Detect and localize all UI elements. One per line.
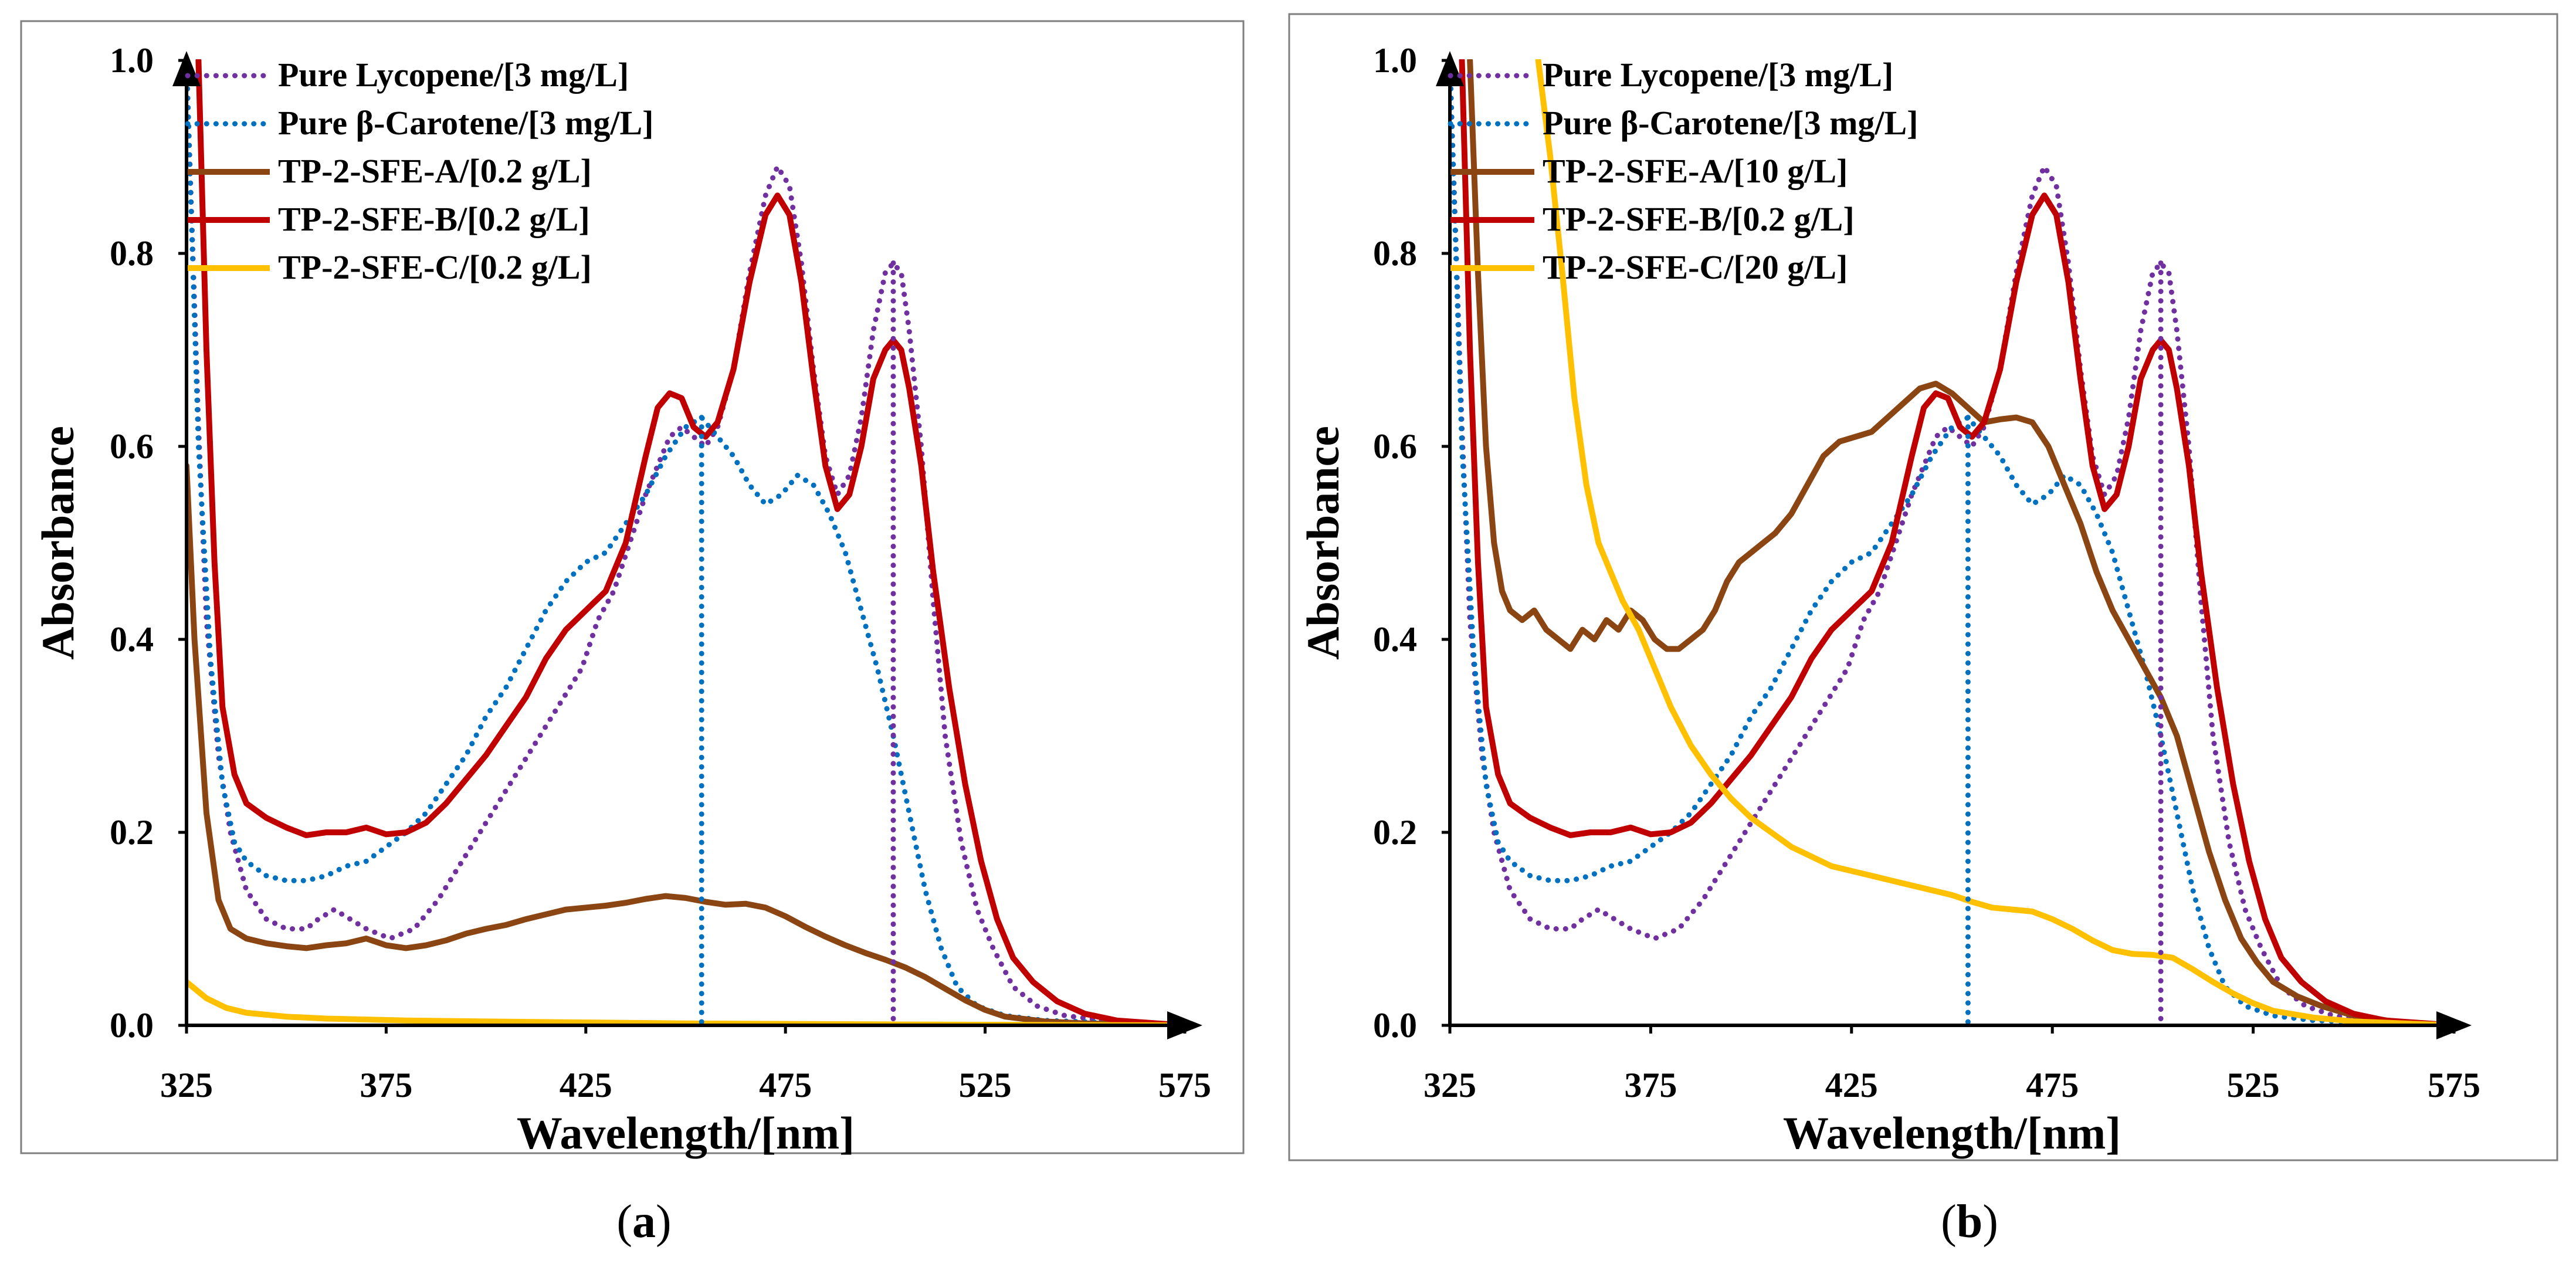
series-line-sfeC [1535,59,2455,1025]
series-line-sfeA [187,462,1186,1025]
chart-frame [20,20,1245,1154]
y-axis-arrow [1436,51,1464,86]
legend: Pure Lycopene/[3 mg/L] Pure β-Carotene/[3… [185,56,654,286]
legend-label-sfeC: TP-2-SFE-C/[0.2 g/L] [278,248,592,286]
y-tick-label: 0.0 [110,1006,154,1045]
chart-b-svg: 325 375 425 475 525 575 0.0 0.2 0.4 0.6 0.8 1.0 Wave… [1288,13,2558,1161]
series-line-sfeC [187,979,1186,1025]
legend: Pure Lycopene/[3 mg/L] Pure β-Carotene/[3… [1448,56,1919,286]
y-tick-label: 1.0 [110,41,154,80]
chart-panel-a: 325 375 425 475 525 575 0.0 0.2 0.4 0.6 0.8 1.0 Wave… [20,20,1245,1248]
y-tick-label: 0.8 [110,234,154,273]
x-axis-title: Wavelength/[nm] [517,1107,855,1158]
chart-panel-b: 325 375 425 475 525 575 0.0 0.2 0.4 0.6 0.8 1.0 Wave… [1288,0,2576,1267]
legend-label-sfeB: TP-2-SFE-B/[0.2 g/L] [278,200,590,238]
x-tick-label: 325 [1423,1066,1476,1105]
legend-label-sfeB: TP-2-SFE-B/[0.2 g/L] [1543,200,1855,238]
x-tick-label: 525 [2227,1066,2280,1105]
chart-a-svg: 325 375 425 475 525 575 0.0 0.2 0.4 0.6 0.8 1.0 Wave… [20,20,1245,1158]
x-tick-label: 575 [1158,1066,1211,1105]
legend-label-lycopene: Pure Lycopene/[3 mg/L] [278,56,629,94]
x-tick-label: 475 [2026,1066,2079,1105]
y-tick-label: 0.2 [110,813,154,852]
y-axis-title: Absorbance [32,426,83,660]
series-line-lycopene [187,59,1186,1025]
legend-label-carotene: Pure β-Carotene/[3 mg/L] [278,104,654,142]
x-tick-label: 575 [2428,1066,2480,1105]
x-tick-label: 375 [1624,1066,1677,1105]
x-tick-label: 375 [360,1066,412,1105]
panel-label-b: (b) [1941,1196,1998,1248]
legend-label-sfeC: TP-2-SFE-C/[20 g/L] [1543,248,1848,286]
chart-frame [1288,13,2558,1161]
legend-label-lycopene: Pure Lycopene/[3 mg/L] [1543,56,1893,94]
y-tick-label: 0.4 [110,620,154,659]
y-tick-label: 0.6 [110,427,154,466]
y-axis-title: Absorbance [1297,426,1348,660]
y-tick-label: 0.2 [1373,813,1417,852]
y-axis-arrow [172,51,201,86]
y-tick-label: 0.6 [1373,427,1417,466]
y-tick-label: 1.0 [1373,41,1417,80]
x-tick-label: 325 [160,1066,213,1105]
x-tick-label: 425 [560,1066,612,1105]
x-axis-title: Wavelength/[nm] [1783,1107,2121,1158]
legend-label-sfeA: TP-2-SFE-A/[10 g/L] [1543,152,1848,190]
series-line-sfeB [195,59,1186,1025]
panel-label-a: (a) [616,1196,672,1248]
x-tick-label: 475 [759,1066,812,1105]
legend-label-carotene: Pure β-Carotene/[3 mg/L] [1543,104,1919,142]
series-line-sfeA [1467,59,2455,1025]
y-tick-label: 0.0 [1373,1006,1417,1045]
y-tick-label: 0.8 [1373,234,1417,273]
x-tick-label: 525 [959,1066,1012,1105]
legend-label-sfeA: TP-2-SFE-A/[0.2 g/L] [278,152,592,190]
y-tick-label: 0.4 [1373,620,1417,659]
series-line-sfeB [1459,59,2455,1025]
x-tick-label: 425 [1825,1066,1878,1105]
